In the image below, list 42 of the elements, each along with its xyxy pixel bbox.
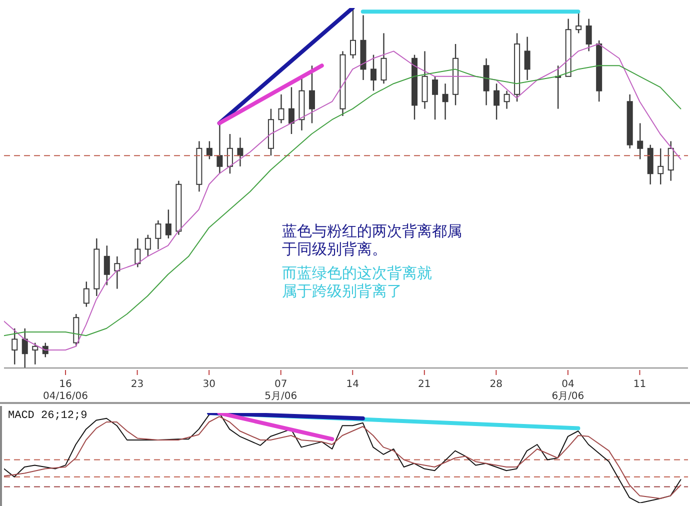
candlestick <box>22 328 28 368</box>
candlestick <box>32 342 38 365</box>
x-tick-label: 28 <box>490 379 503 390</box>
candlestick <box>432 76 438 120</box>
candlestick <box>380 32 387 84</box>
candlestick <box>12 328 18 365</box>
chart-title: MACD 26;12;9 <box>8 410 88 422</box>
candlestick <box>524 36 530 81</box>
candlestick <box>288 86 294 135</box>
candlestick <box>206 140 212 160</box>
candlestick <box>226 133 233 174</box>
candlestick <box>442 83 448 120</box>
candlestick <box>165 209 172 239</box>
candlestick <box>658 148 664 185</box>
candlestick <box>216 122 223 174</box>
annotation: 蓝色与粉红的两次背离都属于同级别背离。 <box>282 222 463 258</box>
candlestick <box>237 137 244 167</box>
candlestick <box>576 11 582 34</box>
candlestick <box>134 238 141 268</box>
candlestick <box>370 54 377 92</box>
candlestick <box>637 122 644 160</box>
x-tick-label: 04 6月/06 <box>552 379 584 402</box>
candlestick <box>278 94 284 124</box>
candlestick <box>104 245 110 286</box>
candlestick <box>350 8 356 59</box>
x-tick-label: 14 <box>346 379 359 390</box>
annotation: 而蓝绿色的这次背离就属于跨级别背离了 <box>282 264 433 300</box>
candlestick <box>155 220 162 250</box>
candlestick <box>668 140 674 182</box>
candlestick <box>308 65 315 124</box>
x-tick-label: 16 04/16/06 <box>43 379 88 402</box>
candlestick <box>144 234 151 257</box>
x-tick-label: 23 <box>130 379 144 390</box>
x-tick-label: 30 <box>202 379 216 390</box>
candlestick <box>504 90 510 110</box>
candlestick <box>83 281 90 308</box>
x-tick-label: 07 5月/06 <box>264 379 298 402</box>
candlestick <box>494 83 500 120</box>
x-tick-label: 11 <box>633 379 646 390</box>
x-tick-label: 21 <box>418 379 431 390</box>
candlestick <box>114 256 120 290</box>
candlestick <box>586 18 592 52</box>
